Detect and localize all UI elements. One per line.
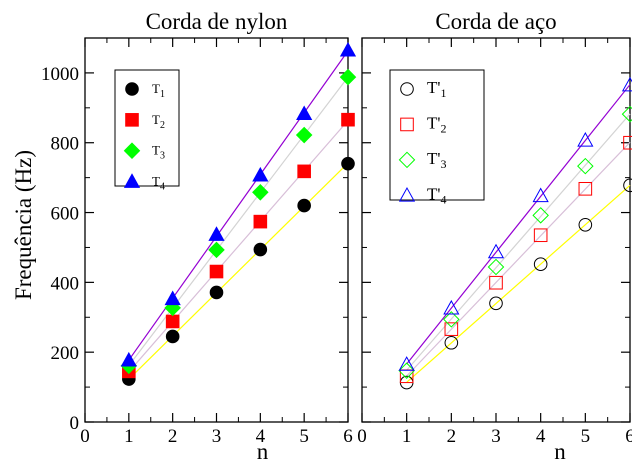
y-axis-label: Frequência (Hz) xyxy=(11,150,36,300)
data-point-series-4 xyxy=(443,299,460,315)
data-point-series-2 xyxy=(533,228,548,243)
data-point-series-1 xyxy=(209,285,224,300)
x-tick-label: 4 xyxy=(536,426,546,447)
data-point-series-1 xyxy=(341,156,355,171)
x-tick-label: 4 xyxy=(256,426,266,447)
x-tick-label: 2 xyxy=(168,426,178,447)
data-point-series-3 xyxy=(532,207,549,224)
data-point-series-2 xyxy=(209,264,224,279)
data-point-series-3 xyxy=(487,258,505,276)
x-tick-label: 3 xyxy=(491,426,501,447)
chart-title: Corda de aço xyxy=(435,9,556,34)
y-tick-label: 0 xyxy=(70,413,80,434)
legend-marker xyxy=(123,142,141,159)
data-point-series-3 xyxy=(208,241,225,259)
data-point-series-1 xyxy=(489,296,503,311)
data-point-series-4 xyxy=(208,226,225,241)
y-tick-label: 800 xyxy=(51,134,80,155)
data-point-series-3 xyxy=(339,68,357,86)
data-point-series-4 xyxy=(532,187,549,203)
x-tick-label: 6 xyxy=(625,426,632,447)
x-tick-label: 6 xyxy=(343,426,353,447)
chart-title: Corda de nylon xyxy=(146,9,288,34)
y-tick-label: 600 xyxy=(51,204,80,225)
x-tick-label: 5 xyxy=(581,426,591,447)
data-point-series-1 xyxy=(165,329,180,344)
legend-box xyxy=(114,69,180,187)
legend-marker xyxy=(398,151,416,169)
data-point-series-3 xyxy=(398,362,415,379)
data-point-series-1 xyxy=(253,242,268,257)
fit-line-series-3 xyxy=(406,113,631,371)
data-point-series-2 xyxy=(253,214,268,229)
data-point-series-1 xyxy=(533,257,548,272)
data-point-series-1 xyxy=(578,217,593,232)
fit-line-series-2 xyxy=(406,141,631,377)
x-tick-label: 1 xyxy=(124,426,134,447)
x-axis-label: n xyxy=(257,439,269,461)
x-tick-label: 1 xyxy=(402,426,412,447)
data-point-series-2 xyxy=(297,164,311,179)
x-tick-label: 2 xyxy=(447,426,457,447)
data-point-series-2 xyxy=(489,275,503,290)
data-point-series-2 xyxy=(578,182,593,196)
y-tick-label: 200 xyxy=(51,343,80,364)
data-point-series-2 xyxy=(165,314,180,329)
data-point-series-4 xyxy=(577,132,594,147)
fit-line-series-1 xyxy=(406,184,631,383)
data-point-series-3 xyxy=(443,311,460,328)
legend-marker xyxy=(400,117,414,132)
y-tick-label: 400 xyxy=(51,273,80,294)
data-point-series-4 xyxy=(120,351,137,367)
legend-marker xyxy=(400,82,414,96)
data-point-series-1 xyxy=(444,335,459,350)
data-point-series-3 xyxy=(295,126,313,144)
data-point-series-4 xyxy=(296,105,313,121)
data-point-series-3 xyxy=(252,184,269,201)
legend-marker xyxy=(125,113,139,127)
x-axis-label: n xyxy=(554,439,566,461)
fit-line-series-4 xyxy=(406,84,631,365)
data-point-series-4 xyxy=(398,356,415,371)
data-point-series-4 xyxy=(621,76,632,92)
legend-marker xyxy=(125,82,139,96)
y-tick-label: 1000 xyxy=(41,64,79,85)
data-point-series-3 xyxy=(577,157,594,175)
data-point-series-4 xyxy=(339,41,357,57)
data-point-series-2 xyxy=(341,112,355,127)
data-point-series-2 xyxy=(623,135,632,150)
fit-line-series-1 xyxy=(128,162,349,380)
data-point-series-1 xyxy=(297,198,311,213)
x-tick-label: 0 xyxy=(357,426,367,447)
fit-line-series-2 xyxy=(128,120,349,373)
data-point-series-3 xyxy=(621,105,632,123)
fit-line-series-3 xyxy=(128,76,349,366)
x-tick-label: 0 xyxy=(80,426,90,447)
legend-marker xyxy=(123,173,141,188)
data-point-series-2 xyxy=(444,322,459,336)
legend-box xyxy=(389,69,485,201)
data-point-series-4 xyxy=(164,290,181,306)
x-tick-label: 3 xyxy=(212,426,222,447)
legend-marker xyxy=(398,187,416,202)
x-tick-label: 5 xyxy=(299,426,309,447)
data-point-series-1 xyxy=(623,178,632,193)
data-point-series-4 xyxy=(252,166,269,182)
data-point-series-4 xyxy=(487,243,505,259)
